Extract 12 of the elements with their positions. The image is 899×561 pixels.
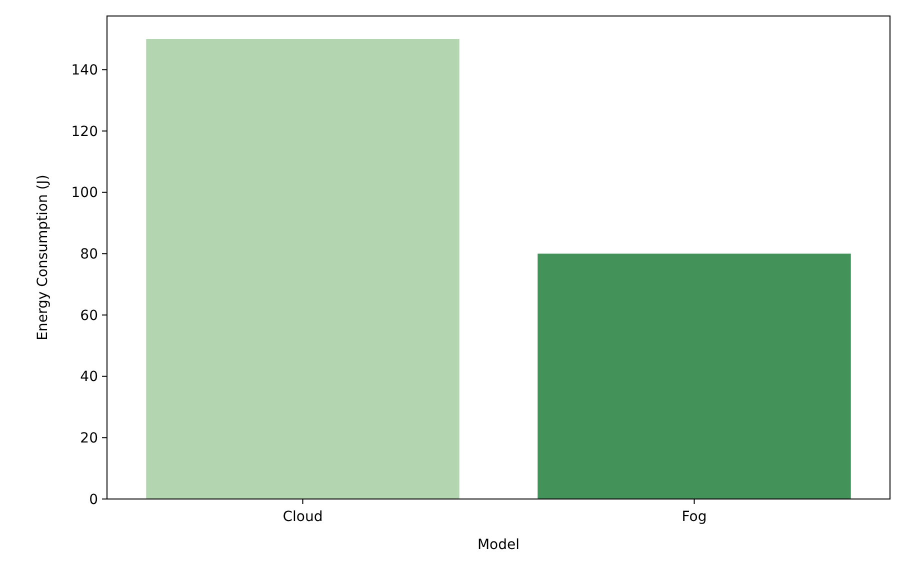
y-tick-label: 140: [71, 62, 98, 79]
y-tick-label: 40: [80, 369, 98, 386]
x-axis-title: Model: [477, 537, 520, 553]
y-axis-title: Energy Consumption (J): [35, 174, 51, 340]
y-tick-label: 80: [80, 246, 98, 263]
y-tick-label: 60: [80, 308, 98, 324]
y-tick-label: 0: [89, 492, 98, 508]
y-tick-label: 100: [71, 185, 98, 202]
y-tick-label: 20: [80, 430, 98, 447]
y-tick-label: 120: [71, 124, 98, 140]
x-tick-label: Cloud: [282, 509, 323, 525]
x-tick-label: Fog: [682, 509, 707, 525]
